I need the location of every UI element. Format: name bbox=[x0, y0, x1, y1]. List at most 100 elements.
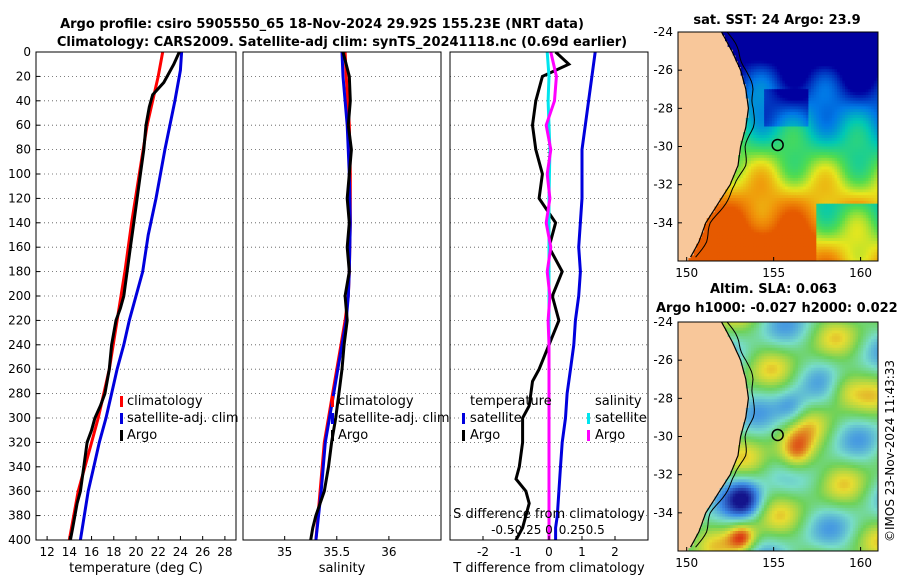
heatmap-cell bbox=[800, 52, 804, 56]
heatmap-cell bbox=[831, 223, 836, 228]
heatmap-cell bbox=[811, 97, 815, 102]
heatmap-cell bbox=[824, 89, 828, 93]
heatmap-cell bbox=[839, 160, 843, 165]
heatmap-cell bbox=[824, 155, 828, 159]
heatmap-cell bbox=[792, 238, 796, 242]
heatmap-cell bbox=[800, 218, 804, 222]
heatmap-cell bbox=[818, 178, 823, 182]
heatmap-cell bbox=[730, 40, 734, 45]
heatmap-cell bbox=[719, 238, 723, 242]
heatmap-cell bbox=[751, 163, 755, 168]
heatmap-cell bbox=[818, 49, 823, 53]
heatmap-cell bbox=[839, 123, 843, 128]
heatmap-cell bbox=[837, 146, 841, 150]
heatmap-cell bbox=[774, 169, 778, 173]
heatmap-cell bbox=[855, 52, 859, 56]
heatmap-cell bbox=[735, 246, 739, 251]
heatmap-cell bbox=[771, 106, 776, 110]
heatmap-cell bbox=[771, 112, 776, 116]
heatmap-cell bbox=[834, 229, 838, 233]
legend-swatch-satellite bbox=[331, 413, 334, 424]
heatmap-cell bbox=[693, 255, 697, 259]
heatmap-cell bbox=[819, 261, 822, 265]
heatmap-cell bbox=[795, 220, 799, 225]
heatmap-cell bbox=[863, 100, 867, 105]
heatmap-cell bbox=[771, 149, 776, 153]
argo-float-marker bbox=[771, 138, 784, 152]
heatmap-cell bbox=[785, 137, 789, 142]
heatmap-cell bbox=[845, 43, 849, 47]
heatmap-cell bbox=[863, 163, 867, 168]
heatmap-cell bbox=[792, 322, 796, 326]
heatmap-cell bbox=[829, 324, 833, 329]
heatmap-cell bbox=[792, 95, 796, 99]
heatmap-cell bbox=[787, 77, 791, 82]
heatmap-cell bbox=[860, 215, 864, 219]
heatmap-cell bbox=[701, 241, 705, 245]
heatmap-cell bbox=[821, 195, 825, 199]
heatmap-cell bbox=[839, 95, 843, 99]
heatmap-cell bbox=[855, 83, 859, 87]
heatmap-cell bbox=[842, 149, 846, 153]
heatmap-cell bbox=[727, 203, 731, 208]
heatmap-cell bbox=[738, 57, 742, 62]
heatmap-cell bbox=[842, 95, 846, 99]
heatmap-cell bbox=[818, 189, 823, 193]
heatmap-cell bbox=[730, 200, 734, 205]
heatmap-cell bbox=[758, 149, 763, 153]
heatmap-cell bbox=[824, 77, 828, 82]
heatmap-cell bbox=[751, 74, 755, 79]
heatmap-cell bbox=[727, 198, 731, 202]
heatmap-cell bbox=[764, 40, 768, 45]
heatmap-cell bbox=[751, 123, 755, 128]
heatmap-cell bbox=[730, 198, 734, 202]
heatmap-cell bbox=[850, 195, 854, 199]
heatmap-cell bbox=[839, 54, 843, 59]
heatmap-cell bbox=[761, 252, 765, 256]
heatmap-cell bbox=[852, 252, 856, 256]
heatmap-cell bbox=[860, 143, 864, 148]
heatmap-cell bbox=[782, 246, 786, 251]
heatmap-cell bbox=[863, 95, 867, 99]
heatmap-cell bbox=[803, 72, 807, 76]
heatmap-cell bbox=[863, 63, 867, 67]
heatmap-cell bbox=[813, 215, 817, 219]
heatmap-cell bbox=[803, 120, 807, 125]
heatmap-cell bbox=[800, 152, 804, 156]
heatmap-cell bbox=[771, 203, 776, 208]
heatmap-cell bbox=[753, 135, 757, 139]
heatmap-cell bbox=[826, 252, 830, 256]
heatmap-cell bbox=[785, 129, 789, 133]
heatmap-cell bbox=[876, 186, 878, 191]
heatmap-cell bbox=[824, 143, 828, 148]
heatmap-cell bbox=[756, 32, 760, 36]
heatmap-cell bbox=[821, 109, 825, 113]
heatmap-cell bbox=[847, 232, 851, 236]
heatmap-cell bbox=[873, 252, 877, 256]
heatmap-cell bbox=[792, 220, 796, 225]
heatmap-cell bbox=[782, 166, 786, 170]
heatmap-cell bbox=[829, 135, 833, 139]
heatmap-cell bbox=[798, 40, 802, 45]
heatmap-cell bbox=[855, 97, 859, 102]
heatmap-cell bbox=[808, 63, 812, 67]
heatmap-cell bbox=[860, 160, 864, 165]
heatmap-cell bbox=[771, 123, 776, 128]
heatmap-cell bbox=[758, 135, 763, 139]
heatmap-cell bbox=[871, 166, 875, 170]
heatmap-cell bbox=[818, 46, 823, 50]
heatmap-cell bbox=[852, 180, 856, 185]
heatmap-cell bbox=[837, 54, 841, 59]
heatmap-cell bbox=[798, 123, 802, 128]
heatmap-cell bbox=[748, 249, 752, 253]
heatmap-cell bbox=[808, 206, 812, 211]
heatmap-cell bbox=[774, 200, 778, 205]
heatmap-cell bbox=[811, 115, 815, 119]
heatmap-cell bbox=[766, 186, 770, 191]
heatmap-cell bbox=[766, 89, 770, 93]
heatmap-cell bbox=[756, 198, 760, 202]
heatmap-cell bbox=[816, 212, 820, 216]
heatmap-cell bbox=[738, 235, 742, 239]
heatmap-cell bbox=[782, 249, 786, 253]
heatmap-cell bbox=[847, 100, 851, 105]
